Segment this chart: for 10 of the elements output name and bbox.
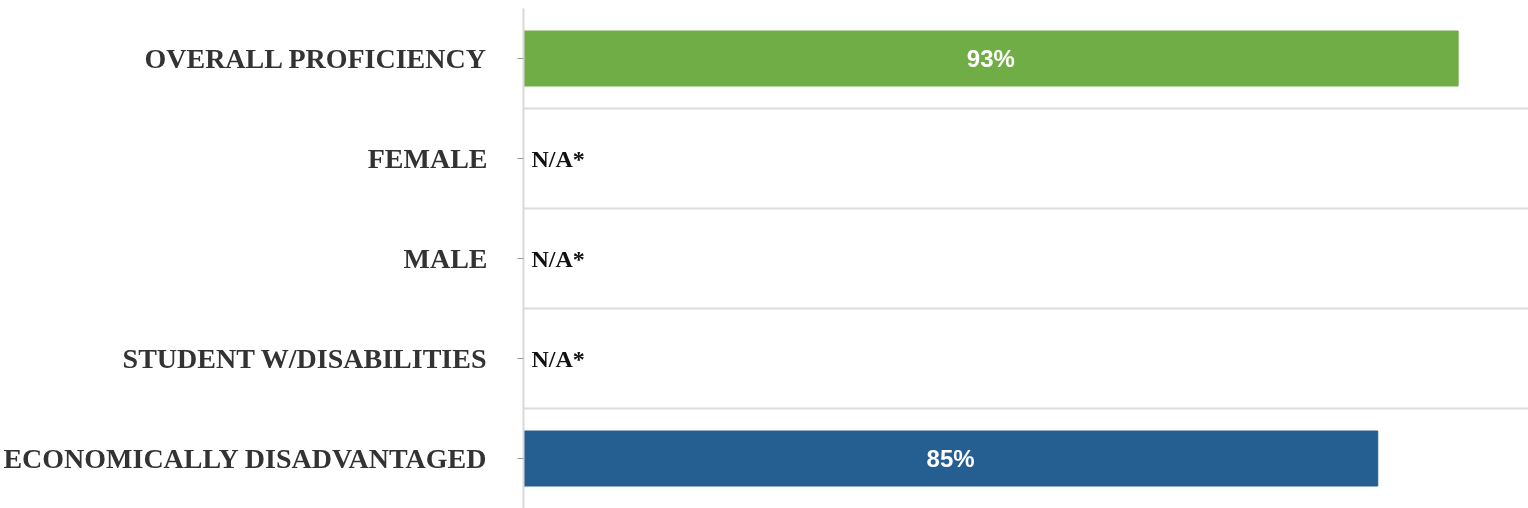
text: N/A* (531, 245, 585, 272)
text: N/A* (531, 345, 585, 372)
data-label: 85% (926, 445, 975, 472)
y-tick-label: MALE (403, 243, 488, 274)
y-tick-label: STUDENT W/DISABILITIES (122, 343, 487, 374)
text: N/A* (531, 145, 585, 172)
y-tick-label: FEMALE (367, 143, 488, 174)
data-label: 93% (966, 45, 1015, 72)
y-tick-label: OVERALL PROFICIENCY (144, 43, 486, 74)
y-tick-label: ECONOMICALLY DISADVANTAGED (3, 443, 487, 474)
